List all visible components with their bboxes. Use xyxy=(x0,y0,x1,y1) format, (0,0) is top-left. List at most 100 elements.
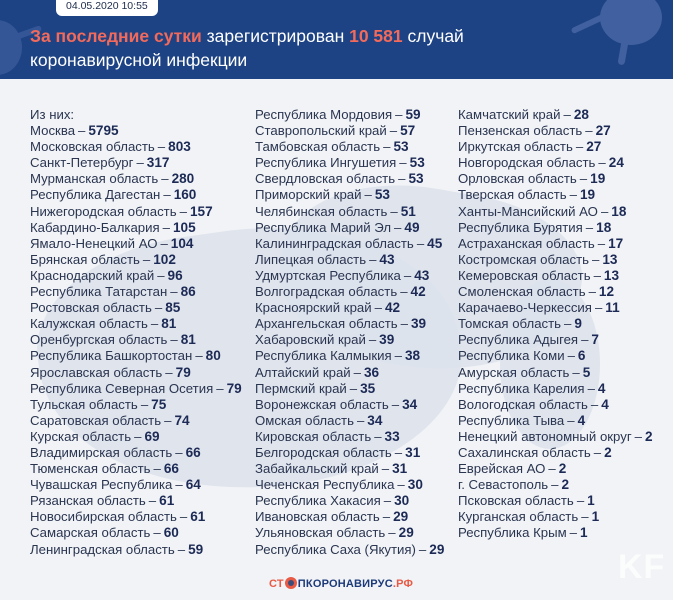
case-count: 53 xyxy=(393,139,409,155)
region-name: Вологодская область xyxy=(458,396,588,412)
dash-separator: – xyxy=(579,171,588,187)
dash-separator: – xyxy=(164,412,172,428)
dash-separator: – xyxy=(585,123,593,139)
region-name: Приморский край xyxy=(255,187,362,203)
dash-separator: – xyxy=(154,300,163,316)
dash-separator: – xyxy=(598,155,606,171)
case-count: 19 xyxy=(579,187,596,203)
case-count: 61 xyxy=(159,493,175,509)
region-name: Томская область xyxy=(458,316,562,332)
region-row: Тверская область –19 xyxy=(458,187,653,203)
region-name: Кемеровская область xyxy=(458,267,591,283)
region-column-3: Камчатский край –28 Пензенская область –27 И… xyxy=(458,107,653,542)
case-count: 61 xyxy=(190,509,206,525)
case-count: 74 xyxy=(174,412,190,428)
case-count: 1 xyxy=(587,493,595,509)
dash-separator: – xyxy=(160,235,168,251)
region-row: Ставропольский край –57 xyxy=(255,123,444,139)
region-name: Липецкая область xyxy=(255,251,367,267)
case-count: 17 xyxy=(608,235,624,251)
case-count: 29 xyxy=(429,541,445,557)
dash-separator: – xyxy=(349,380,358,396)
dash-separator: – xyxy=(383,139,391,155)
case-count: 79 xyxy=(226,380,242,396)
case-count: 53 xyxy=(408,171,424,187)
case-count: 79 xyxy=(175,364,191,380)
region-name: Ульяновская область xyxy=(255,525,386,541)
region-name: Омская область xyxy=(255,412,354,428)
dash-separator: – xyxy=(587,380,595,396)
region-row: Ивановская область –29 xyxy=(255,509,444,525)
region-name: Республика Калмыкия xyxy=(255,348,392,364)
region-row: Республика Мордовия –59 xyxy=(255,107,444,123)
region-row: Республика Хакасия –30 xyxy=(255,493,444,509)
dash-separator: – xyxy=(569,525,578,541)
case-count: 13 xyxy=(603,267,620,283)
region-name: Республика Дагестан xyxy=(30,187,161,203)
region-row: Кабардино-Балкария –105 xyxy=(30,220,242,236)
region-row: Алтайский край –36 xyxy=(255,365,444,381)
dash-separator: – xyxy=(551,477,559,493)
region-name: Республика Бурятия xyxy=(458,219,583,235)
dash-separator: – xyxy=(165,364,173,380)
region-name: Тамбовская область xyxy=(255,139,381,155)
region-row: Республика Татарстан –86 xyxy=(30,284,242,300)
dash-separator: – xyxy=(593,444,602,460)
region-row: Ярославская область –79 xyxy=(30,365,242,381)
dash-separator: – xyxy=(195,348,203,364)
dash-separator: – xyxy=(157,139,166,155)
region-name: Свердловская область xyxy=(255,171,396,187)
case-count: 42 xyxy=(410,284,426,300)
virus-stop-icon xyxy=(284,577,297,589)
region-name: Республика Крым xyxy=(458,525,567,541)
dash-separator: – xyxy=(353,364,361,380)
region-name: Ростовская область xyxy=(30,300,152,316)
region-name: Смоленская область xyxy=(458,284,586,300)
dash-separator: – xyxy=(418,541,427,557)
dash-separator: – xyxy=(382,509,391,525)
dash-separator: – xyxy=(403,267,412,283)
region-row: Чувашская Республика –64 xyxy=(30,477,242,493)
case-count: 81 xyxy=(180,332,196,348)
case-count: 24 xyxy=(608,155,624,171)
case-count: 75 xyxy=(151,396,167,412)
region-row: Республика Бурятия –18 xyxy=(458,220,653,236)
dash-separator: – xyxy=(175,444,183,460)
region-row: Рязанская область –61 xyxy=(30,493,242,509)
region-row: Камчатский край –28 xyxy=(458,107,653,123)
case-count: 9 xyxy=(574,316,582,332)
region-name: Иркутская область xyxy=(458,139,573,155)
region-column-1: Из них: Москва –5795 Московская область –80… xyxy=(30,107,242,558)
region-name: Республика Тыва xyxy=(458,412,565,428)
region-name: Костромская область xyxy=(458,251,590,267)
case-count: 33 xyxy=(384,428,400,444)
dash-separator: – xyxy=(588,284,596,300)
region-name: Москва xyxy=(30,123,76,139)
region-row: Саратовская область –74 xyxy=(30,413,242,429)
dash-separator: – xyxy=(170,332,178,348)
region-name: Ханты-Мансийский АО xyxy=(458,203,598,219)
case-count: 18 xyxy=(596,219,612,235)
case-count: 43 xyxy=(414,267,430,283)
case-count: 280 xyxy=(171,171,195,187)
case-count: 157 xyxy=(189,203,213,219)
region-row: Воронежская область –34 xyxy=(255,397,444,413)
region-row: Республика Северная Осетия –79 xyxy=(30,381,242,397)
case-count: 30 xyxy=(394,493,410,509)
region-name: Курская область xyxy=(30,428,132,444)
region-row: Республика Калмыкия –38 xyxy=(255,348,444,364)
region-name: Республика Мордовия xyxy=(255,107,393,122)
case-count: 12 xyxy=(598,284,615,300)
dash-separator: – xyxy=(572,364,580,380)
stopcoronavirus-logo: СТ ПКОРОНАВИРУС.РФ xyxy=(269,577,413,591)
region-row: Свердловская область –53 xyxy=(255,171,444,187)
region-name: Сахалинская область xyxy=(458,444,591,460)
dash-separator: – xyxy=(161,171,169,187)
dash-separator: – xyxy=(150,316,159,332)
case-count: 59 xyxy=(188,541,204,557)
dash-separator: – xyxy=(179,509,188,525)
region-row: Липецкая область –43 xyxy=(255,252,444,268)
dash-separator: – xyxy=(216,380,224,396)
case-count: 5795 xyxy=(88,123,119,139)
region-row: Иркутская область –27 xyxy=(458,139,653,155)
